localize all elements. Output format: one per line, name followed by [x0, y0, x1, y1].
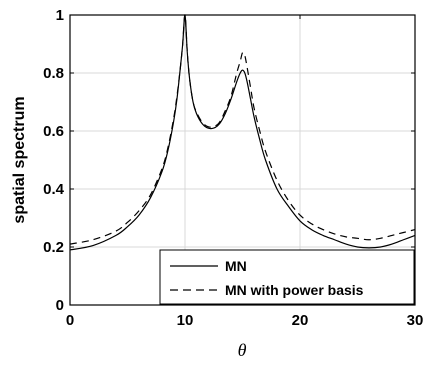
plot-frame	[69, 14, 416, 306]
legend-box	[159, 249, 415, 305]
y-tick-label: 0.8	[43, 65, 64, 82]
y-tick-label: 1	[56, 7, 64, 24]
ticks	[69, 14, 416, 306]
y-axis-label: spatial spectrum	[11, 96, 28, 223]
legend-label-mn: MN	[225, 258, 247, 274]
x-axis-label: θ	[238, 340, 247, 360]
series-mn-line	[69, 14, 416, 251]
legend: MN MN with power basis	[159, 249, 415, 305]
y-tick-label: 0.2	[43, 239, 64, 256]
legend-label-power-basis: MN with power basis	[225, 282, 364, 298]
y-tick-label: 0.4	[43, 181, 65, 198]
x-tick-label: 30	[407, 312, 424, 329]
y-tick-label: 0	[56, 297, 64, 314]
x-tick-label: 10	[177, 312, 194, 329]
tick-labels: 0 10 20 30 0 0.2 0.4 0.6 0.8 1	[43, 7, 423, 329]
x-tick-label: 20	[292, 312, 309, 329]
series-layer	[69, 14, 416, 251]
series-power-basis-line	[69, 14, 416, 245]
y-tick-label: 0.6	[43, 123, 64, 140]
x-tick-label: 0	[66, 312, 74, 329]
